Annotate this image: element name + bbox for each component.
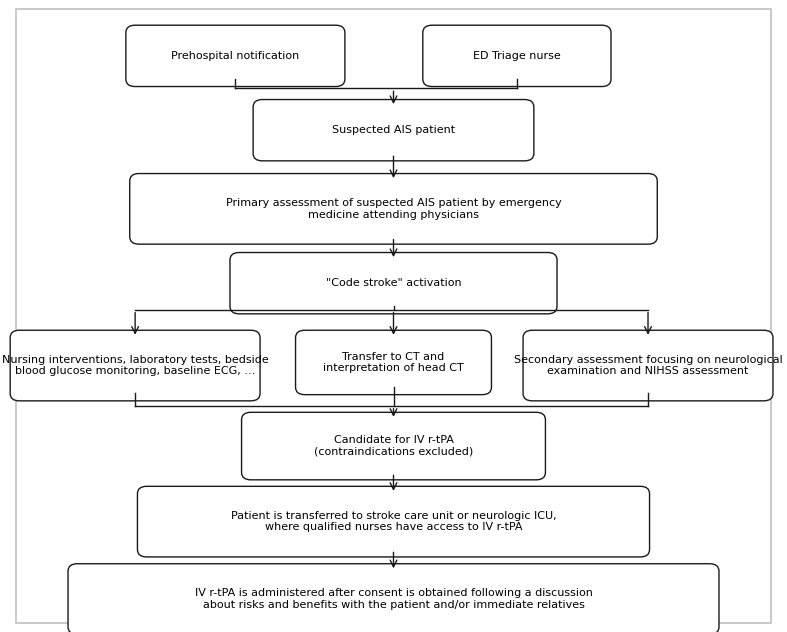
Text: Suspected AIS patient: Suspected AIS patient — [332, 125, 455, 135]
FancyBboxPatch shape — [296, 331, 491, 394]
Text: Nursing interventions, laboratory tests, bedside
blood glucose monitoring, basel: Nursing interventions, laboratory tests,… — [2, 355, 268, 376]
FancyBboxPatch shape — [523, 331, 773, 401]
Text: Patient is transferred to stroke care unit or neurologic ICU,
where qualified nu: Patient is transferred to stroke care un… — [231, 511, 556, 532]
Text: Candidate for IV r-tPA
(contraindications excluded): Candidate for IV r-tPA (contraindication… — [314, 435, 473, 457]
FancyBboxPatch shape — [130, 174, 657, 244]
FancyBboxPatch shape — [138, 487, 649, 557]
Text: Transfer to CT and
interpretation of head CT: Transfer to CT and interpretation of hea… — [323, 351, 464, 374]
Text: ED Triage nurse: ED Triage nurse — [473, 51, 561, 61]
Text: Secondary assessment focusing on neurological
examination and NIHSS assessment: Secondary assessment focusing on neurolo… — [514, 355, 782, 376]
Text: "Code stroke" activation: "Code stroke" activation — [326, 278, 461, 288]
FancyBboxPatch shape — [10, 331, 260, 401]
FancyBboxPatch shape — [68, 564, 719, 632]
FancyBboxPatch shape — [126, 25, 345, 87]
Text: Primary assessment of suspected AIS patient by emergency
medicine attending phys: Primary assessment of suspected AIS pati… — [226, 198, 561, 220]
FancyBboxPatch shape — [230, 253, 557, 314]
FancyBboxPatch shape — [242, 412, 545, 480]
FancyBboxPatch shape — [253, 99, 534, 161]
Text: IV r-tPA is administered after consent is obtained following a discussion
about : IV r-tPA is administered after consent i… — [194, 588, 593, 610]
Text: Prehospital notification: Prehospital notification — [172, 51, 300, 61]
FancyBboxPatch shape — [423, 25, 611, 87]
